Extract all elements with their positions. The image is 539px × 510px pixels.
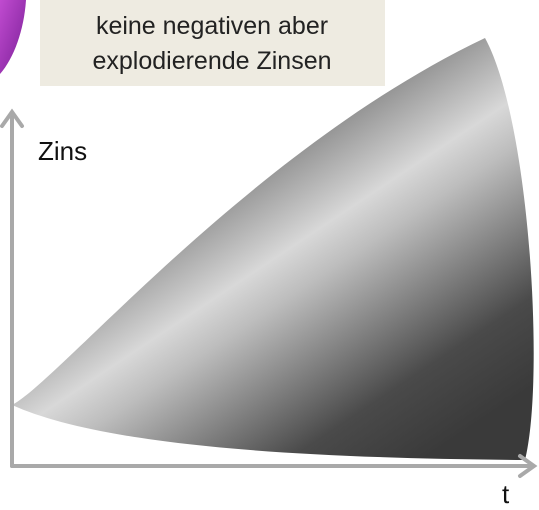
y-axis-label: Zins xyxy=(38,136,87,166)
callout-line: explodierende Zinsen xyxy=(92,47,331,75)
axes xyxy=(0,108,538,478)
decor-arc xyxy=(0,0,26,74)
x-axis-arrow xyxy=(518,454,538,478)
callout-box xyxy=(40,0,385,86)
y-axis-arrow xyxy=(0,108,24,128)
interest-fan xyxy=(12,38,534,460)
x-axis-label: t xyxy=(502,479,510,509)
callout-line: keine negativen aber xyxy=(96,12,328,40)
